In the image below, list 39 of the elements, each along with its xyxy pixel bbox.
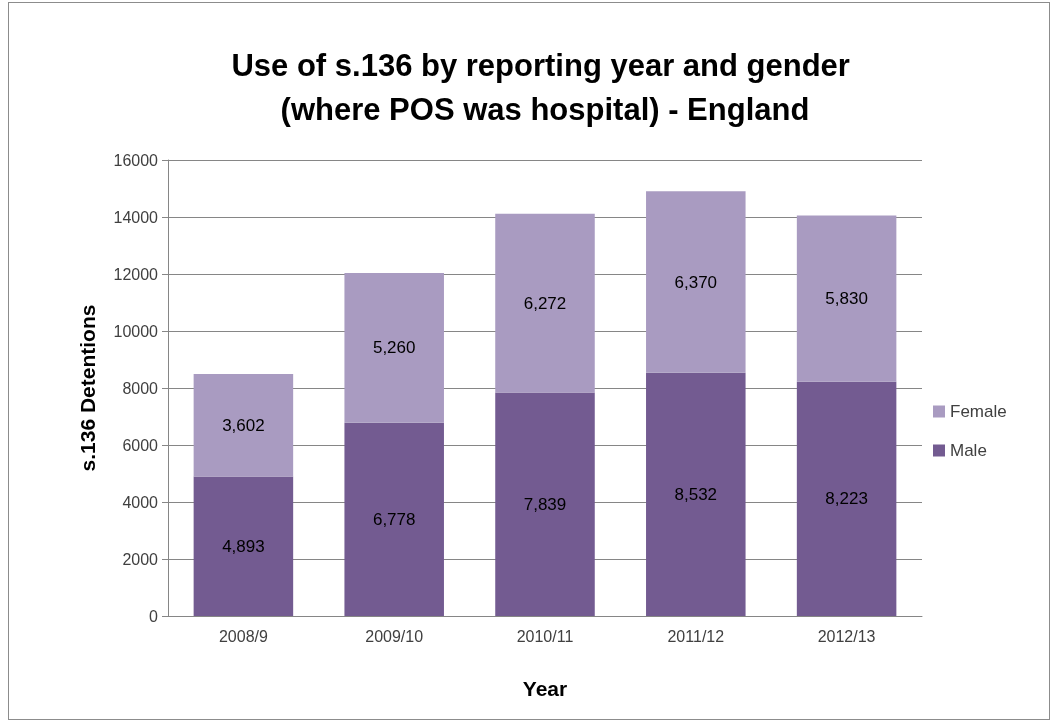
data-label: 3,602 xyxy=(222,415,265,435)
y-tick-label: 0 xyxy=(149,607,159,625)
bar xyxy=(344,422,444,616)
x-tick-label: 2009/10 xyxy=(365,627,424,645)
y-tick-label: 10000 xyxy=(113,322,159,340)
data-label: 5,830 xyxy=(825,289,868,309)
bar xyxy=(193,476,294,616)
data-label: 6,370 xyxy=(674,272,718,292)
x-axis-title: Year xyxy=(522,677,568,700)
data-label: 8,223 xyxy=(825,489,868,509)
data-label: 6,778 xyxy=(372,509,416,529)
y-tick-label: 4000 xyxy=(122,493,159,511)
legend-label: Male xyxy=(950,441,987,460)
y-tick-label: 2000 xyxy=(122,550,159,568)
bar xyxy=(796,381,897,616)
bar xyxy=(495,392,595,616)
x-tick-label: 2010/11 xyxy=(516,627,574,645)
y-tick-label: 16000 xyxy=(113,151,159,169)
y-tick-label: 6000 xyxy=(122,436,159,454)
y-axis-title: s.136 Detentions xyxy=(76,304,99,472)
data-label: 8,532 xyxy=(674,484,718,504)
bar xyxy=(646,191,746,373)
bar xyxy=(193,373,294,477)
x-tick-label: 2008/9 xyxy=(218,627,268,645)
y-tick-label: 14000 xyxy=(113,208,159,226)
data-label: 5,260 xyxy=(372,338,416,358)
legend-label: Female xyxy=(950,402,1007,421)
bar xyxy=(646,372,746,616)
x-tick-label: 2012/13 xyxy=(817,627,876,645)
x-tick-label: 2011/12 xyxy=(667,627,725,645)
bar xyxy=(796,215,897,382)
bar xyxy=(344,272,444,423)
bar xyxy=(495,213,595,393)
chart-title: Use of s.136 by reporting year and gender (where POS was hospital) - England xyxy=(231,47,859,127)
y-tick-label: 12000 xyxy=(113,265,159,283)
y-tick-label: 8000 xyxy=(122,379,159,397)
data-label: 6,272 xyxy=(523,293,567,313)
data-label: 7,839 xyxy=(523,494,567,514)
data-label: 4,893 xyxy=(222,536,265,556)
